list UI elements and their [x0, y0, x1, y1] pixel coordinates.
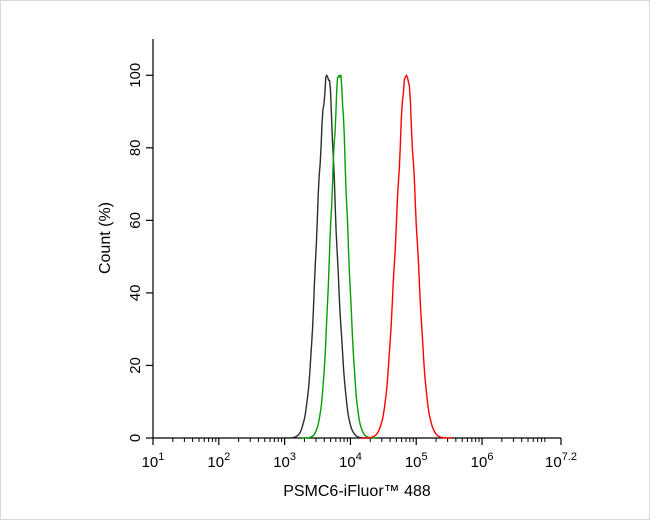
x-tick-label: 101	[142, 451, 165, 471]
x-tick-label: 105	[405, 451, 428, 471]
y-axis-ticks: 0 20 40 60 80 100	[127, 63, 153, 442]
x-tick-label: 103	[273, 451, 296, 471]
y-tick-label: 80	[127, 139, 144, 156]
y-tick-label: 100	[127, 63, 144, 88]
y-tick-label: 20	[127, 357, 144, 374]
y-tick-label: 0	[127, 434, 144, 442]
red-curve	[360, 74, 452, 439]
y-tick-label: 60	[127, 212, 144, 229]
x-tick-label: 102	[207, 451, 230, 471]
y-axis-title: Count (%)	[97, 201, 114, 275]
black-curve	[284, 74, 370, 439]
x-axis-title: PSMC6-iFluor™ 488	[283, 483, 431, 500]
x-tick-label: 104	[339, 451, 362, 471]
x-axis-ticks: 101 102 103 104 105 106 107.2	[142, 438, 577, 471]
x-tick-label: 107.2	[545, 451, 577, 471]
green-curve	[301, 74, 378, 439]
y-tick-label: 40	[127, 285, 144, 302]
x-axis-minor-ticks	[172, 438, 546, 442]
x-tick-label: 106	[471, 451, 494, 471]
